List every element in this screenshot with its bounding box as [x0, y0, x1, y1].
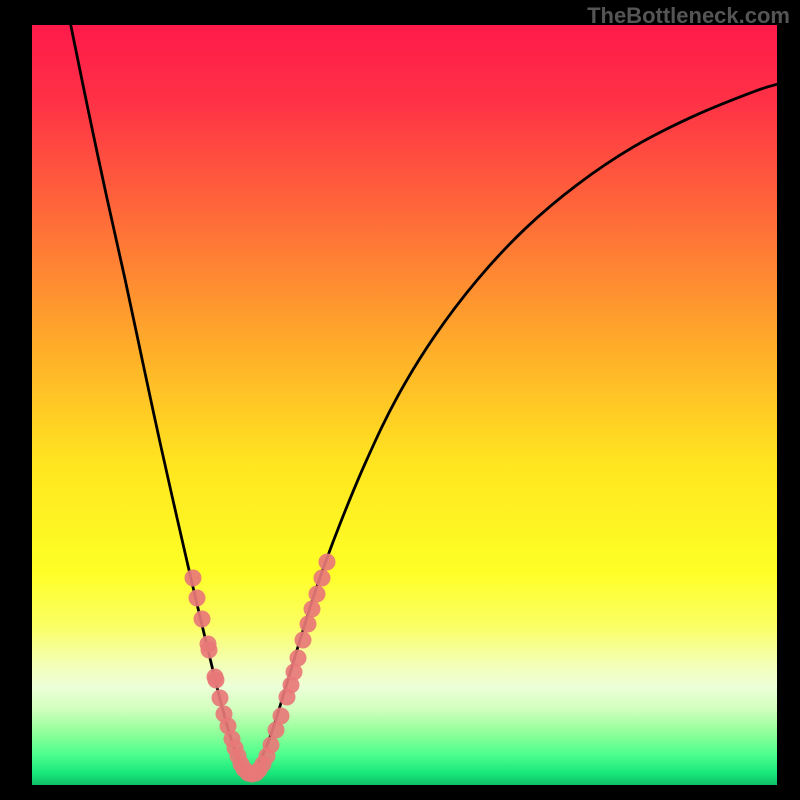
- plot-area: [32, 25, 777, 785]
- data-marker: [319, 553, 336, 570]
- data-marker: [304, 601, 321, 618]
- data-marker: [263, 736, 280, 753]
- data-marker: [184, 570, 201, 587]
- watermark-text: TheBottleneck.com: [587, 3, 790, 29]
- left-curve: [71, 25, 250, 774]
- data-marker: [193, 611, 210, 628]
- data-marker: [299, 615, 316, 632]
- data-marker: [295, 631, 312, 648]
- right-curve: [250, 84, 777, 773]
- data-marker: [313, 569, 330, 586]
- data-marker: [289, 650, 306, 667]
- curves-svg: [32, 25, 777, 785]
- chart-container: TheBottleneck.com: [0, 0, 800, 800]
- data-marker: [208, 672, 225, 689]
- data-marker: [308, 586, 325, 603]
- data-marker: [272, 707, 289, 724]
- data-marker: [212, 690, 229, 707]
- data-marker: [189, 590, 206, 607]
- data-marker: [201, 641, 218, 658]
